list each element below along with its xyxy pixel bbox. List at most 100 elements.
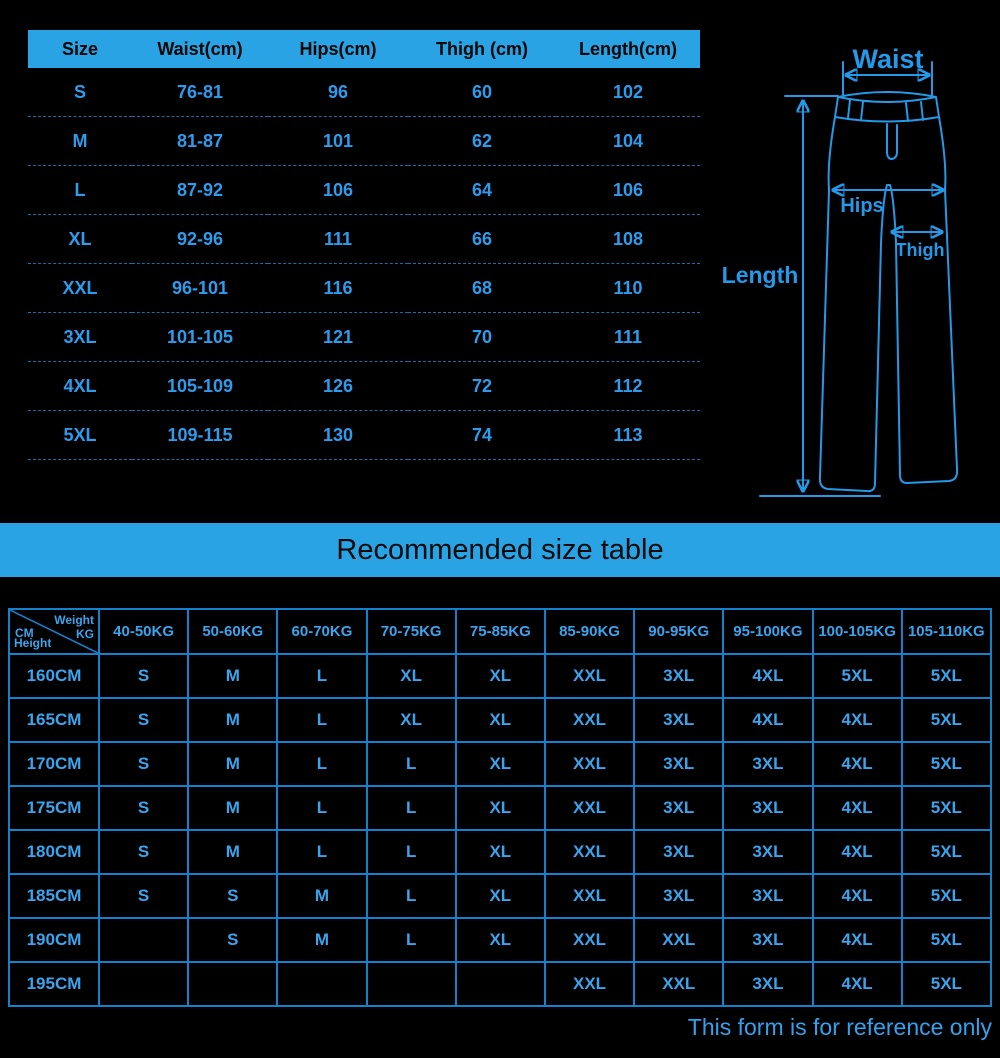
size-value-cell: XL: [365, 653, 457, 699]
size-value-cell: L: [276, 829, 368, 875]
banner-title: Recommended size table: [336, 533, 664, 566]
weight-header-cell: 95-100KG: [722, 608, 814, 655]
size-value-cell: M: [276, 917, 368, 963]
recommended-row: 165CM S M L XL XL XXL 3XL 4XL 4XL 5XL: [8, 697, 993, 743]
size-value-cell: 3XL: [722, 785, 814, 831]
corner-cell: Weight KG CM Height: [8, 608, 100, 655]
size-value-cell: 3XL: [722, 917, 814, 963]
size-value-cell: L: [276, 741, 368, 787]
size-value-cell: XXL: [633, 961, 725, 1007]
size-value-cell: [187, 961, 279, 1007]
size-value-cell: 5XL: [900, 785, 993, 831]
size-value-cell: 5XL: [811, 653, 903, 699]
height-header-cell: 185CM: [8, 873, 100, 919]
size-value-cell: S: [97, 741, 190, 787]
waist-cell: 96-101: [132, 263, 268, 313]
thigh-cell: 70: [408, 312, 556, 362]
size-value-cell: M: [187, 785, 279, 831]
size-value-cell: 3XL: [722, 829, 814, 875]
measurements-header-row: Size Waist(cm) Hips(cm) Thigh (cm) Lengt…: [28, 30, 700, 68]
size-value-cell: [365, 961, 457, 1007]
length-cell: 112: [556, 361, 700, 411]
size-value-cell: 4XL: [811, 829, 903, 875]
hips-cell: 116: [268, 263, 408, 313]
weight-header-cell: 90-95KG: [633, 608, 725, 655]
size-value-cell: L: [365, 785, 457, 831]
size-value-cell: XXL: [543, 961, 636, 1007]
waist-cell: 101-105: [132, 312, 268, 362]
size-value-cell: S: [97, 697, 190, 743]
weight-header-cell: 75-85KG: [454, 608, 546, 655]
size-cell: 3XL: [28, 312, 132, 362]
size-value-cell: 3XL: [722, 741, 814, 787]
size-value-cell: 4XL: [811, 873, 903, 919]
header-thigh: Thigh (cm): [408, 30, 556, 68]
size-value-cell: 3XL: [633, 697, 725, 743]
size-value-cell: [276, 961, 368, 1007]
size-value-cell: XXL: [633, 917, 725, 963]
size-value-cell: L: [276, 653, 368, 699]
header-length: Length(cm): [556, 30, 700, 68]
size-value-cell: 5XL: [900, 917, 993, 963]
size-value-cell: M: [187, 829, 279, 875]
thigh-cell: 60: [408, 68, 556, 117]
height-header-cell: 195CM: [8, 961, 100, 1007]
length-cell: 111: [556, 312, 700, 362]
weight-header-cell: 50-60KG: [187, 608, 279, 655]
waist-cell: 87-92: [132, 165, 268, 215]
hips-cell: 130: [268, 410, 408, 460]
recommended-row: 175CM S M L L XL XXL 3XL 3XL 4XL 5XL: [8, 785, 993, 831]
size-value-cell: 4XL: [722, 653, 814, 699]
size-cell: XL: [28, 214, 132, 264]
size-value-cell: XL: [454, 653, 546, 699]
recommended-header-row: Weight KG CM Height 40-50KG 50-60KG 60-7…: [8, 608, 993, 655]
size-cell: M: [28, 116, 132, 166]
hips-cell: 101: [268, 116, 408, 166]
length-cell: 108: [556, 214, 700, 264]
pants-right-leg: [886, 116, 959, 485]
height-header-cell: 170CM: [8, 741, 100, 787]
weight-header-cell: 60-70KG: [276, 608, 368, 655]
size-value-cell: XXL: [543, 697, 636, 743]
size-value-cell: 5XL: [900, 741, 993, 787]
weight-header-cell: 105-110KG: [900, 608, 993, 655]
table-row: 5XL 109-115 130 74 113: [28, 410, 700, 460]
corner-weight-label: Weight: [54, 613, 94, 627]
size-value-cell: XXL: [543, 829, 636, 875]
size-value-cell: XXL: [543, 873, 636, 919]
table-row: L 87-92 106 64 106: [28, 165, 700, 215]
hips-cell: 106: [268, 165, 408, 215]
size-value-cell: XL: [454, 741, 546, 787]
length-cell: 106: [556, 165, 700, 215]
waist-cell: 109-115: [132, 410, 268, 460]
size-value-cell: S: [187, 873, 279, 919]
size-value-cell: L: [365, 829, 457, 875]
corner-cm-label: CM: [15, 626, 34, 640]
size-value-cell: 5XL: [900, 653, 993, 699]
size-value-cell: 4XL: [811, 741, 903, 787]
hips-cell: 126: [268, 361, 408, 411]
size-value-cell: XXL: [543, 653, 636, 699]
recommended-row: 190CM S M L XL XXL XXL 3XL 4XL 5XL: [8, 917, 993, 963]
thigh-cell: 68: [408, 263, 556, 313]
size-value-cell: XL: [454, 873, 546, 919]
measurements-table: Size Waist(cm) Hips(cm) Thigh (cm) Lengt…: [28, 30, 700, 460]
thigh-cell: 62: [408, 116, 556, 166]
size-value-cell: 4XL: [811, 785, 903, 831]
size-value-cell: 3XL: [633, 653, 725, 699]
pants-diagram: Waist Hips Thigh Length: [722, 44, 959, 497]
size-value-cell: L: [365, 873, 457, 919]
waist-cell: 81-87: [132, 116, 268, 166]
size-value-cell: 3XL: [722, 873, 814, 919]
table-row: 3XL 101-105 121 70 111: [28, 312, 700, 362]
recommended-size-table: Weight KG CM Height 40-50KG 50-60KG 60-7…: [8, 608, 993, 1007]
pants-belt-loops: [847, 99, 924, 122]
size-value-cell: S: [187, 917, 279, 963]
diagonal-divider: [11, 611, 97, 652]
size-cell: XXL: [28, 263, 132, 313]
hips-cell: 96: [268, 68, 408, 117]
size-value-cell: XXL: [543, 785, 636, 831]
corner-height-label: Height: [14, 636, 52, 650]
height-header-cell: 160CM: [8, 653, 100, 699]
